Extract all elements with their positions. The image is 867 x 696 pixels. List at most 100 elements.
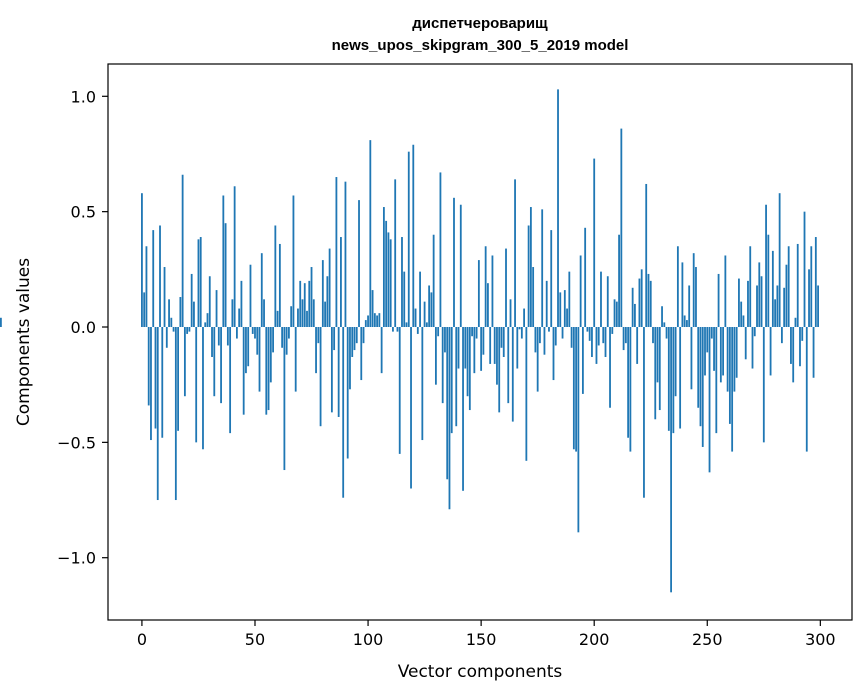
bar <box>581 327 584 394</box>
bar <box>310 267 313 328</box>
bar <box>249 264 252 328</box>
bar <box>190 273 193 328</box>
bar <box>747 280 749 328</box>
bar <box>364 320 367 328</box>
bar <box>308 280 311 328</box>
y-tick-label: 1.0 <box>71 87 96 106</box>
x-tick-label: 200 <box>579 630 610 649</box>
bar <box>545 280 548 328</box>
bar <box>647 273 650 328</box>
bar <box>312 299 315 328</box>
bar <box>274 225 277 328</box>
bar <box>319 327 322 427</box>
bar <box>416 327 419 334</box>
bar <box>790 327 792 364</box>
bar <box>724 255 727 328</box>
bar <box>213 327 216 397</box>
bar <box>224 223 227 328</box>
bar <box>577 327 580 533</box>
bar <box>412 144 415 328</box>
bar <box>575 327 578 452</box>
bar <box>407 151 410 328</box>
bar <box>258 327 261 392</box>
bar <box>579 255 582 328</box>
bar <box>640 269 643 328</box>
bar <box>197 239 200 328</box>
bar <box>425 322 428 328</box>
y-tick-label: −1.0 <box>57 549 96 568</box>
bar <box>177 327 180 431</box>
bar <box>593 158 596 328</box>
y-axis-label: Components values <box>14 258 34 426</box>
y-tick-label: 0.0 <box>71 318 96 337</box>
x-axis-ticks: 0 50 100 150 200 250 300 <box>137 620 836 649</box>
bar <box>814 237 817 328</box>
bar <box>373 313 376 328</box>
bar <box>699 327 702 427</box>
bar <box>654 327 657 420</box>
bar <box>498 327 501 413</box>
bar <box>195 327 198 443</box>
bar <box>688 285 691 328</box>
bar <box>586 327 589 332</box>
bar <box>276 310 279 328</box>
bar <box>215 290 218 328</box>
bar <box>188 327 191 332</box>
x-tick-label: 100 <box>353 630 384 649</box>
bar <box>457 327 460 369</box>
bar <box>554 327 557 346</box>
bar <box>387 232 390 328</box>
bar <box>475 327 478 339</box>
bar <box>174 327 177 501</box>
bar <box>358 200 360 328</box>
bar <box>532 267 535 328</box>
bar <box>624 327 627 344</box>
bar <box>217 327 220 346</box>
bar <box>434 327 437 385</box>
bar <box>471 327 473 337</box>
bar <box>525 327 528 461</box>
bar <box>507 327 510 404</box>
bar <box>776 285 779 328</box>
bar <box>346 327 349 459</box>
bar <box>161 327 164 438</box>
bar <box>527 225 530 328</box>
bar <box>568 271 571 328</box>
bar <box>247 327 250 367</box>
bar <box>351 327 354 357</box>
bar <box>771 250 774 328</box>
bar <box>145 246 148 328</box>
bar <box>783 287 786 328</box>
bar <box>663 322 666 328</box>
bar <box>172 327 175 332</box>
bar <box>572 327 575 450</box>
bar <box>595 327 598 364</box>
bar <box>450 327 453 434</box>
bar <box>208 276 211 328</box>
bar <box>369 140 372 328</box>
bar <box>455 327 458 427</box>
bar <box>340 237 342 328</box>
bar <box>588 327 591 341</box>
bar <box>444 327 446 353</box>
bar <box>186 327 189 334</box>
bar <box>801 327 804 341</box>
chart-title-line1: диспетчероварищ <box>412 15 548 32</box>
bar <box>428 285 431 328</box>
bar <box>147 327 150 406</box>
bar <box>315 327 317 374</box>
bar <box>523 308 526 328</box>
bar <box>288 327 290 339</box>
bar <box>154 327 157 429</box>
bar <box>285 327 288 355</box>
bar <box>335 177 338 328</box>
bar <box>627 327 630 438</box>
bar <box>367 315 369 328</box>
bar <box>206 313 209 328</box>
bar <box>749 246 752 328</box>
bar <box>337 327 340 417</box>
x-tick-label: 300 <box>805 630 836 649</box>
bar <box>613 299 616 328</box>
bar <box>193 301 195 328</box>
bar <box>473 327 476 374</box>
